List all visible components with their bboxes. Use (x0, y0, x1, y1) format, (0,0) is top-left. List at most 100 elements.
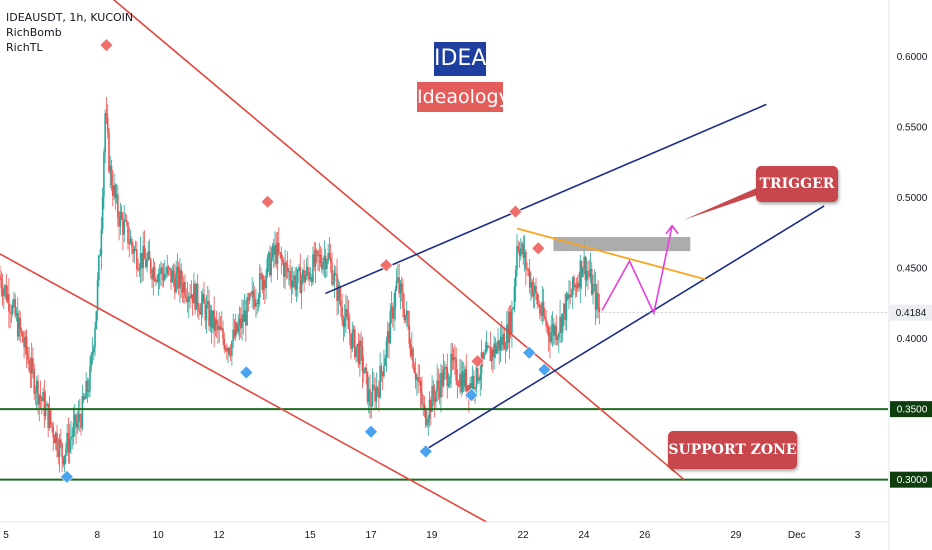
candle-body (217, 324, 219, 331)
candle-body (203, 293, 205, 304)
candle-body (503, 334, 506, 350)
current-price-label: 0.4184 (896, 308, 927, 319)
candle-body (15, 313, 18, 316)
candle-body (405, 311, 408, 315)
candle-body (274, 244, 276, 255)
candle-body (353, 329, 356, 357)
candle-body (209, 310, 212, 326)
candle-body (390, 306, 393, 311)
candle-body (232, 329, 234, 342)
candle-body (345, 309, 347, 319)
candle-body (82, 396, 85, 400)
y-tick-label: 0.5000 (897, 193, 928, 204)
candle-body (285, 262, 288, 265)
candle-body (474, 387, 476, 389)
candle-body (104, 113, 106, 153)
candle-body (356, 343, 359, 347)
candle-body (286, 264, 289, 272)
candle-body (219, 326, 222, 330)
candle-body (208, 301, 210, 326)
candle-body (267, 252, 270, 259)
x-tick-label: 5 (3, 530, 9, 541)
candle-body (550, 332, 552, 342)
candle-body (389, 310, 392, 344)
pivot-low-marker (537, 362, 552, 377)
candle-body (175, 273, 177, 293)
candle-body (152, 267, 155, 280)
candle-body (435, 391, 437, 402)
candle-body (590, 269, 593, 295)
candle-body (470, 383, 473, 389)
candle-body (302, 269, 304, 280)
candle-body (558, 333, 560, 338)
candle-body (366, 371, 369, 402)
candle-body (207, 301, 209, 305)
candle-body (369, 389, 371, 406)
candle-body (108, 131, 110, 172)
legend-symbol[interactable]: IDEAUSDT, 1h, KUCOIN (6, 11, 134, 24)
candle-body (379, 366, 381, 398)
candle-body (322, 261, 324, 270)
candle-body (261, 274, 264, 290)
candle-body (176, 266, 179, 274)
candle-body (226, 347, 228, 352)
candle-body (52, 426, 55, 438)
candle-body (456, 380, 459, 385)
candle-body (251, 290, 253, 295)
candle-body (128, 243, 131, 245)
candle-body (11, 304, 14, 314)
candle-body (166, 266, 169, 275)
candle-body (475, 360, 478, 388)
pivot-high-marker (379, 258, 394, 273)
candle-body (61, 443, 63, 457)
candle-body (47, 403, 49, 429)
candle-body (454, 357, 456, 359)
legend-indicator-richtl[interactable]: RichTL (6, 41, 43, 54)
candle-body (568, 294, 570, 299)
candle-body (213, 310, 215, 331)
candle-body (399, 283, 402, 294)
x-tick-label: 12 (213, 530, 225, 541)
candle-body (70, 437, 72, 439)
candle-body (417, 376, 419, 382)
candle-body (39, 395, 42, 399)
candle-body (120, 211, 123, 219)
candle-body (462, 371, 465, 387)
candle-body (151, 273, 153, 280)
candle-body (385, 341, 388, 359)
candle-body (163, 274, 166, 281)
candle-body (355, 346, 357, 357)
candle-body (598, 307, 601, 312)
candle-body (46, 403, 48, 406)
candle-body (281, 259, 284, 263)
candle-body (328, 253, 331, 258)
candle-body (18, 317, 20, 337)
candle-body (109, 165, 112, 172)
pivot-low-marker (364, 424, 378, 439)
candle-body (508, 312, 511, 343)
channel-trendline (325, 103, 767, 295)
candle-body (269, 252, 271, 276)
projection-path (601, 225, 673, 316)
legend-indicator-richbomb[interactable]: RichBomb (6, 26, 62, 39)
candle-body (133, 249, 136, 254)
candle-body (233, 329, 236, 337)
candle-body (579, 260, 582, 288)
candle-body (431, 386, 433, 412)
support-zone-callout: SUPPORT ZONE (668, 431, 797, 469)
candle-body (478, 379, 480, 381)
candle-body (541, 301, 544, 316)
pivot-markers (59, 38, 552, 484)
candle-body (136, 249, 138, 270)
candle-body (79, 413, 81, 420)
candle-body (549, 336, 551, 342)
candle-body (494, 343, 497, 354)
candle-body (137, 269, 139, 271)
candle-body (421, 392, 423, 405)
candle-body (527, 269, 530, 271)
candle-body (538, 305, 541, 314)
candle-body (118, 217, 120, 227)
candle-body (30, 358, 33, 374)
candle-body (214, 320, 217, 331)
